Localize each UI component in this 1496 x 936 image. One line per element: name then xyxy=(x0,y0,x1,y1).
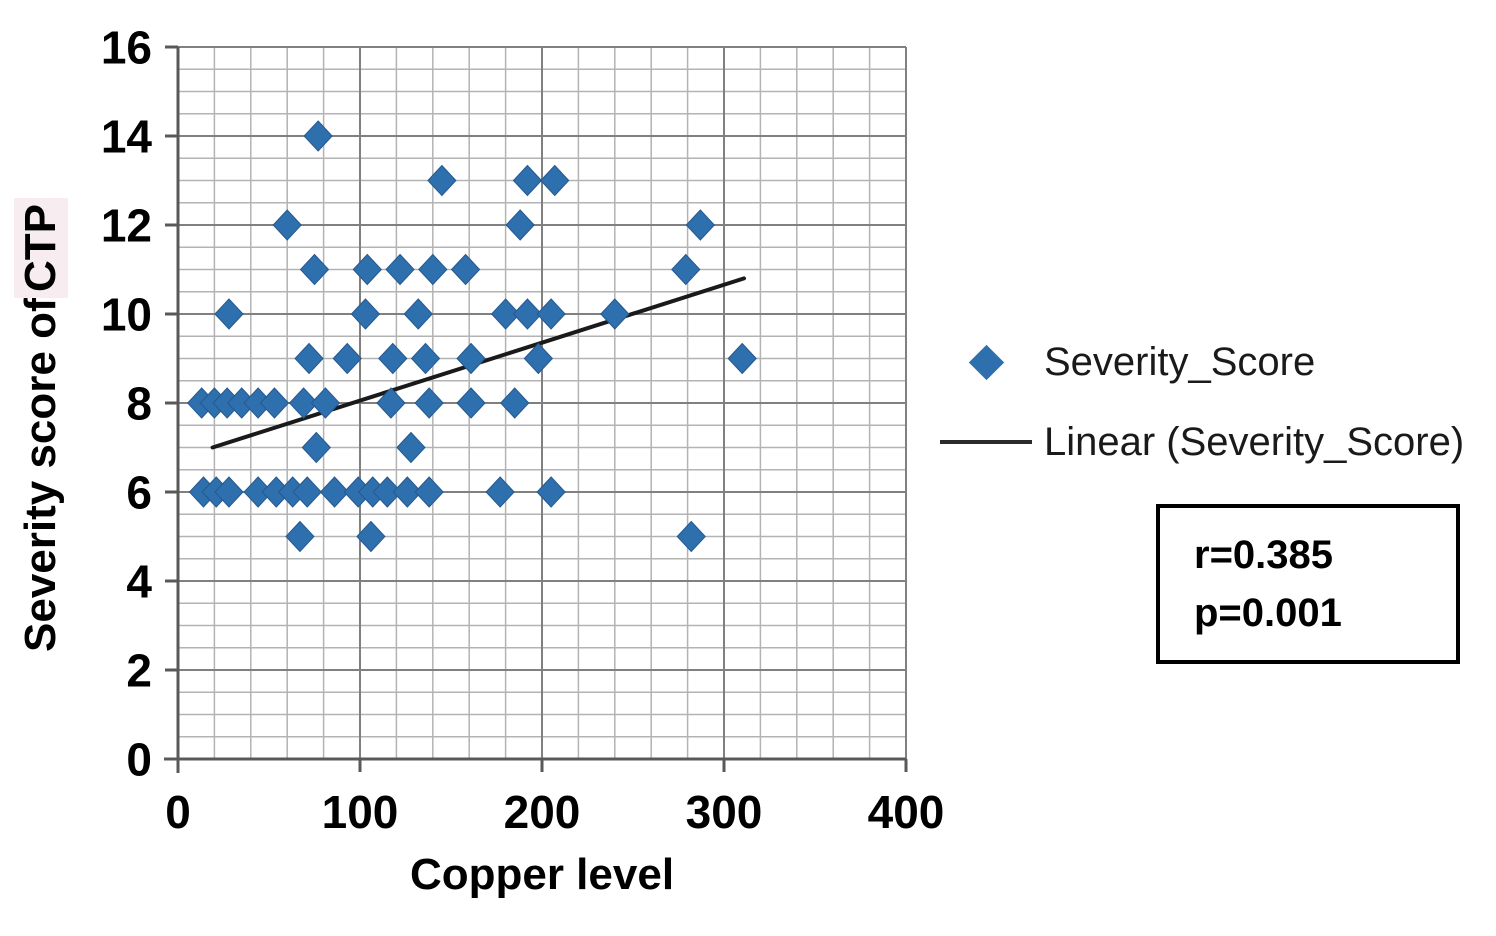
data-point[interactable] xyxy=(385,253,415,286)
data-point[interactable] xyxy=(410,342,441,375)
data-point[interactable] xyxy=(540,164,570,197)
y-axis-title-text: Severity score of xyxy=(16,297,65,653)
x-tick-label: 200 xyxy=(504,786,581,838)
x-tick-label: 300 xyxy=(686,786,763,838)
legend-line-marker xyxy=(938,440,1034,444)
y-tick-label: 10 xyxy=(101,289,152,341)
data-point[interactable] xyxy=(456,387,486,419)
data-point[interactable] xyxy=(600,298,630,330)
data-point[interactable] xyxy=(310,387,341,419)
data-point[interactable] xyxy=(259,387,290,419)
line-icon xyxy=(940,440,1032,444)
data-point[interactable] xyxy=(500,387,530,419)
legend-label-severity-score: Severity_Score xyxy=(1044,339,1316,384)
data-point[interactable] xyxy=(523,342,554,375)
data-point[interactable] xyxy=(214,298,244,330)
diamond-icon xyxy=(968,344,1004,380)
series-severity-score xyxy=(186,120,757,553)
y-tick-label: 8 xyxy=(126,378,152,430)
data-point[interactable] xyxy=(512,164,543,197)
axes xyxy=(164,45,908,773)
data-point[interactable] xyxy=(378,342,408,375)
x-tick-label: 100 xyxy=(322,786,399,838)
r-value-text: r=0.385 xyxy=(1194,533,1334,577)
y-tick-label: 14 xyxy=(101,111,153,163)
data-point[interactable] xyxy=(456,342,486,375)
x-tick-label: 400 xyxy=(868,786,945,838)
y-tick-label: 16 xyxy=(101,22,152,74)
data-point[interactable] xyxy=(319,476,350,508)
data-point[interactable] xyxy=(676,520,706,553)
p-value-text: p=0.001 xyxy=(1194,591,1342,635)
data-point[interactable] xyxy=(372,476,402,508)
data-point[interactable] xyxy=(414,476,444,508)
data-point[interactable] xyxy=(512,298,543,330)
y-tick-label: 2 xyxy=(126,645,152,697)
data-point[interactable] xyxy=(299,253,330,286)
x-axis-title: Copper level xyxy=(409,850,675,899)
data-point[interactable] xyxy=(288,387,319,419)
data-point[interactable] xyxy=(303,120,333,152)
data-point[interactable] xyxy=(332,342,362,375)
data-point[interactable] xyxy=(536,476,566,508)
data-point[interactable] xyxy=(485,476,515,508)
data-point[interactable] xyxy=(450,253,481,286)
data-point[interactable] xyxy=(272,209,302,241)
data-point[interactable] xyxy=(392,476,423,508)
data-point[interactable] xyxy=(214,476,244,508)
data-point[interactable] xyxy=(536,298,566,330)
legend-diamond-marker xyxy=(938,344,1034,380)
data-point[interactable] xyxy=(403,298,433,330)
data-point[interactable] xyxy=(350,298,381,330)
stats-annotation-box: r=0.385 p=0.001 xyxy=(1156,504,1460,664)
legend-item-severity-score[interactable]: Severity_Score xyxy=(938,330,1488,394)
data-point[interactable] xyxy=(727,342,757,375)
data-point[interactable] xyxy=(294,342,324,375)
data-point[interactable] xyxy=(414,387,444,419)
legend-label-linear-trend: Linear (Severity_Score) xyxy=(1044,419,1465,464)
data-point[interactable] xyxy=(427,164,457,197)
data-point[interactable] xyxy=(685,209,716,241)
data-point[interactable] xyxy=(301,431,332,464)
legend-item-linear-trend[interactable]: Linear (Severity_Score) xyxy=(938,410,1488,474)
y-tick-label: 12 xyxy=(101,200,152,252)
x-tick-label: 0 xyxy=(165,786,191,838)
y-tick-label: 0 xyxy=(126,734,152,786)
major-gridlines xyxy=(178,46,907,759)
data-point[interactable] xyxy=(352,253,382,286)
data-point[interactable] xyxy=(490,298,521,330)
y-axis-title: Severity score of CTP xyxy=(14,185,68,665)
y-tick-label: 6 xyxy=(126,467,152,519)
data-point[interactable] xyxy=(292,476,322,508)
data-point[interactable] xyxy=(418,253,448,286)
data-point[interactable] xyxy=(376,387,406,419)
y-tick-label: 4 xyxy=(126,556,152,608)
data-point[interactable] xyxy=(671,253,701,286)
data-point[interactable] xyxy=(356,520,386,553)
y-axis-title-highlight: CTP xyxy=(14,197,68,298)
legend: Severity_Score Linear (Severity_Score) xyxy=(938,330,1488,474)
data-point[interactable] xyxy=(285,520,315,553)
data-point[interactable] xyxy=(396,431,426,464)
data-point[interactable] xyxy=(505,209,535,241)
